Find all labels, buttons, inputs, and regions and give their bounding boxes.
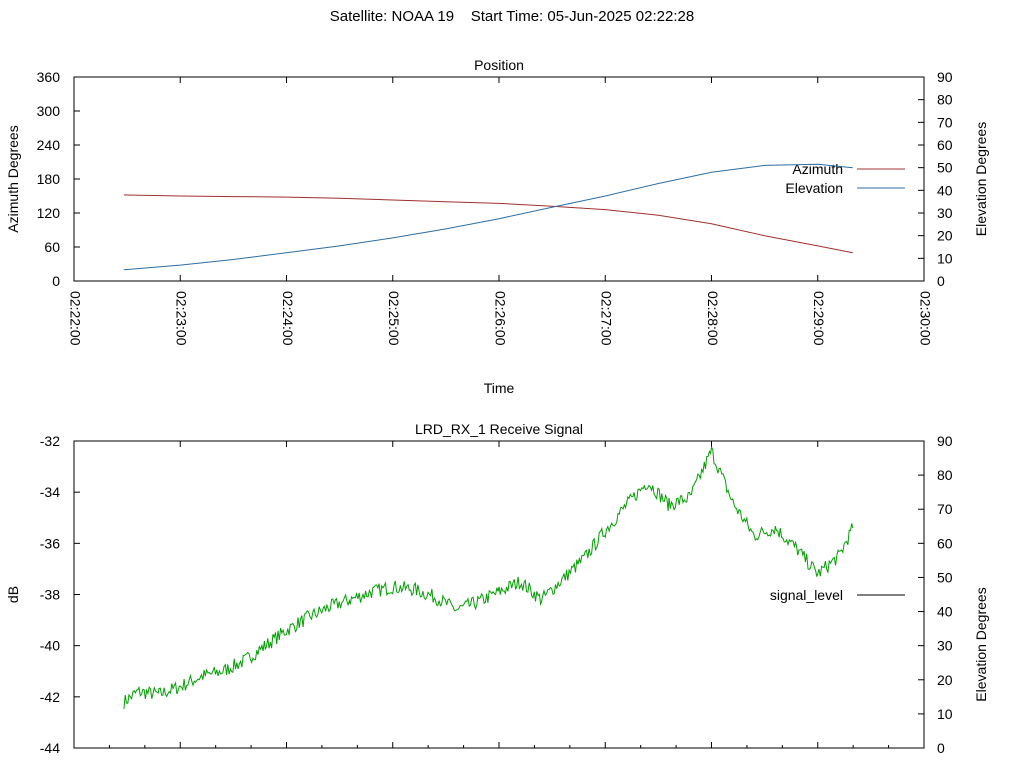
plot1-ytick-label: 180	[37, 171, 61, 187]
plot2-y2tick-label: 40	[937, 604, 953, 620]
plot1-xtick-label: 02:22:00	[67, 291, 83, 346]
plot1-ytick-label: 0	[52, 273, 60, 289]
plot1-y2tick-label: 40	[937, 182, 953, 198]
series-line-elevation	[123, 163, 853, 271]
plot1-ylabel: Azimuth Degrees	[5, 125, 21, 232]
page-title: Satellite: NOAA 19 Start Time: 05-Jun-20…	[0, 8, 1024, 25]
plot1-xtick-label: 02:27:00	[599, 291, 615, 346]
plot2-y2tick-label: 90	[937, 433, 953, 449]
plot2-y2tick-label: 50	[937, 569, 953, 585]
plot1-y2label: Elevation Degrees	[973, 122, 989, 236]
plot1-xtick-label: 02:30:00	[917, 291, 933, 346]
plot1-ytick-label: 240	[37, 137, 61, 153]
plot1-y2tick-label: 90	[937, 69, 953, 85]
series-line-azimuth	[123, 194, 853, 254]
start-time-label: Start Time: 05-Jun-2025 02:22:28	[470, 8, 695, 25]
plot2-ylabel: dB	[5, 586, 21, 603]
plot1-y2tick-label: 0	[937, 273, 945, 289]
plot1-y2tick-label: 70	[937, 114, 953, 130]
plot1-xlabel: Time	[484, 380, 515, 396]
plot2-y2tick-label: 60	[937, 535, 953, 551]
plot1-y2tick-label: 60	[937, 137, 953, 153]
plot1-ytick-label: 120	[37, 205, 61, 221]
plot1-xtick-label: 02:24:00	[280, 291, 296, 346]
plot2-ytick-label: -38	[40, 587, 60, 603]
plot1-xtick-label: 02:26:00	[492, 291, 508, 346]
plot2-ytick-label: -36	[40, 535, 60, 551]
series-line-signal_level	[123, 445, 854, 710]
plot2-title: LRD_RX_1 Receive Signal	[415, 421, 583, 437]
legend-label-elevation: Elevation	[785, 180, 843, 196]
plot2-y2tick-label: 70	[937, 501, 953, 517]
plot1-y2tick-label: 30	[937, 205, 953, 221]
plot1-frame	[73, 76, 925, 282]
plot1-title: Position	[474, 57, 524, 73]
plot2-ytick-label: -32	[40, 433, 60, 449]
plot1-ytick-label: 300	[37, 103, 61, 119]
legend-label-signal_level: signal_level	[770, 587, 843, 603]
plot2-ytick-label: -44	[40, 740, 60, 756]
plot2-ytick-label: -34	[40, 484, 60, 500]
plot1-xtick-label: 02:25:00	[386, 291, 402, 346]
plot1-xtick-label: 02:29:00	[811, 291, 827, 346]
plot2-ytick-label: -42	[40, 689, 60, 705]
plot2-y2tick-label: 10	[937, 706, 953, 722]
plot2-y2tick-label: 80	[937, 467, 953, 483]
plot2-y2tick-label: 0	[937, 740, 945, 756]
plot1-y2tick-label: 50	[937, 160, 953, 176]
plot1-y2tick-label: 20	[937, 228, 953, 244]
plot1-xtick-label: 02:28:00	[705, 291, 721, 346]
plot1-y2tick-label: 10	[937, 250, 953, 266]
plot2-y2tick-label: 30	[937, 638, 953, 654]
plot2-ytick-label: -40	[40, 638, 60, 654]
legend-label-azimuth: Azimuth	[792, 161, 843, 177]
satellite-label: Satellite: NOAA 19	[329, 8, 455, 25]
plot2-y2tick-label: 20	[937, 672, 953, 688]
plot1-y2tick-label: 80	[937, 92, 953, 108]
plot2-y2label: Elevation Degrees	[973, 587, 989, 701]
plot1-ytick-label: 360	[37, 69, 61, 85]
plot1-ytick-label: 60	[44, 239, 60, 255]
plot1-xtick-label: 02:23:00	[174, 291, 190, 346]
